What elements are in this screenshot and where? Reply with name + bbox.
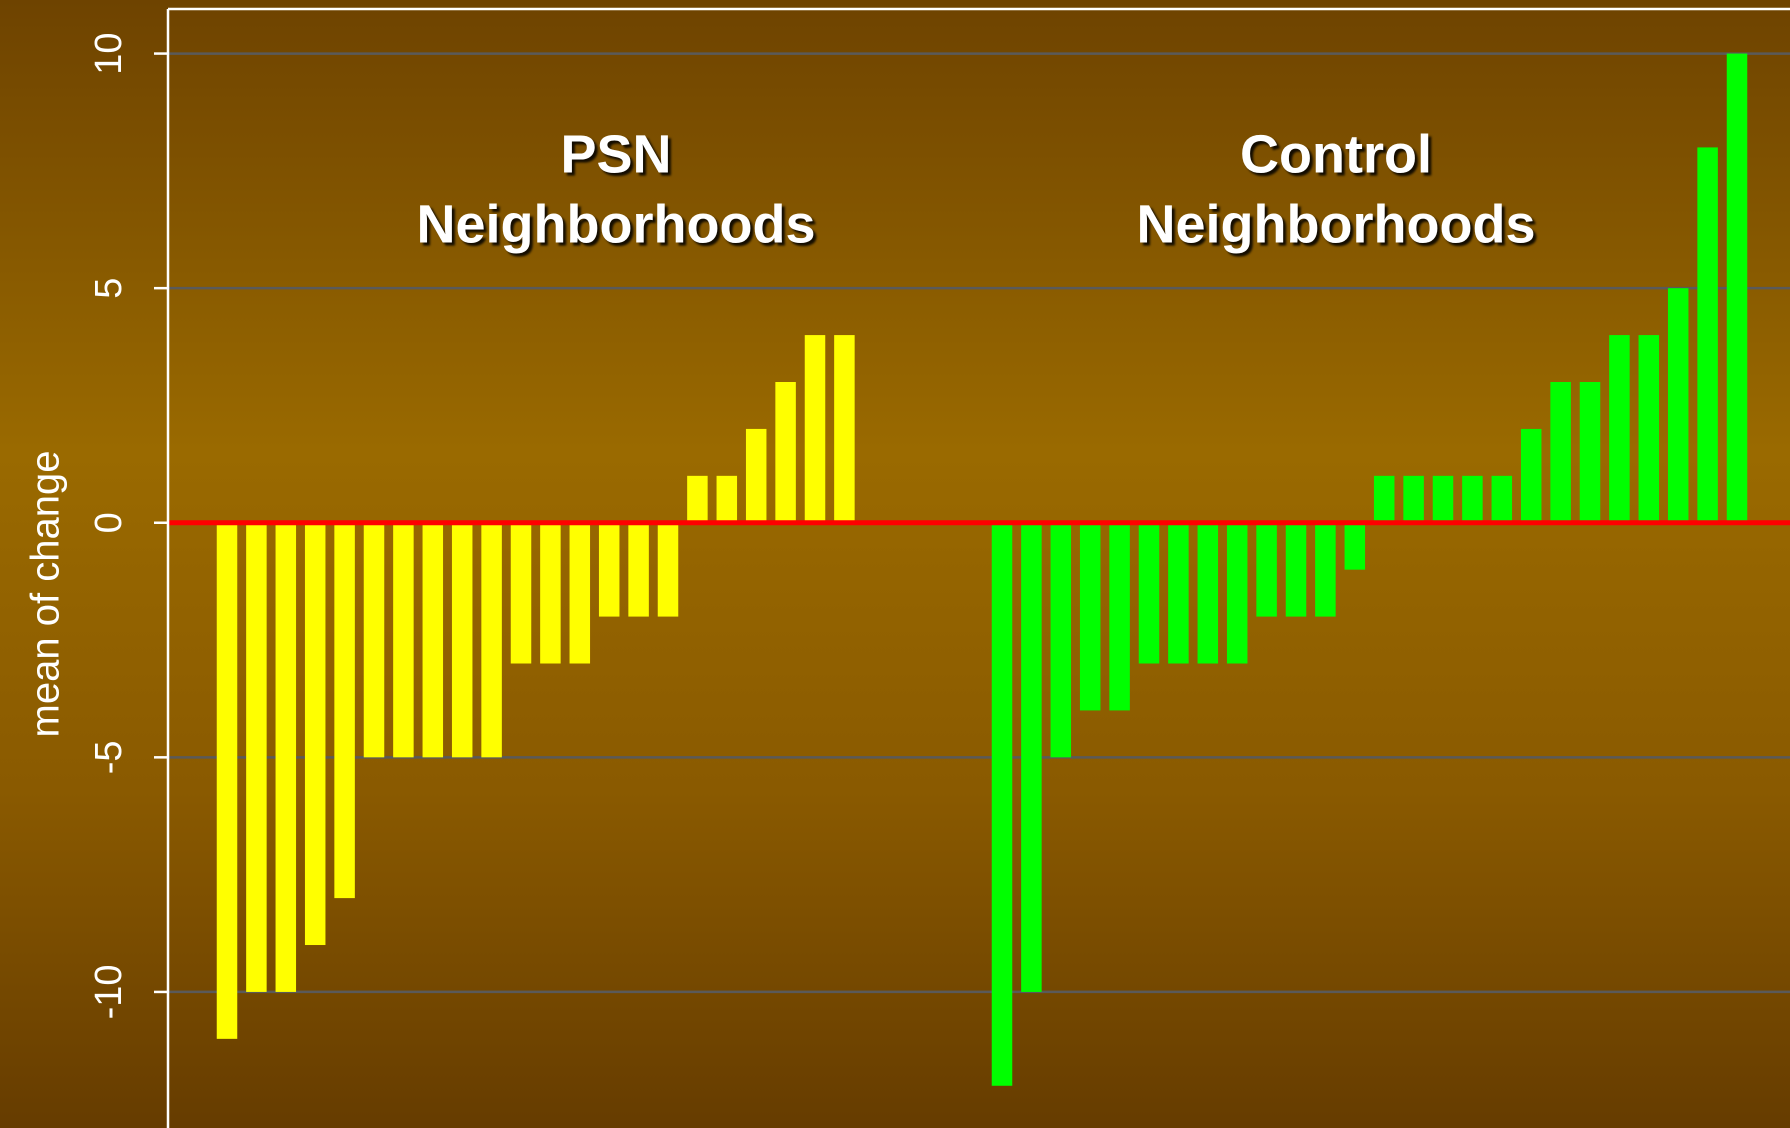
bar	[1432, 475, 1454, 523]
bar	[1050, 522, 1072, 758]
bar	[628, 522, 649, 617]
bar	[745, 428, 767, 523]
annotation: Neighborhoods	[417, 194, 816, 254]
annotation: Neighborhoods	[1137, 194, 1536, 254]
bar	[1726, 53, 1748, 523]
y-axis-label: mean of change	[24, 451, 68, 738]
bar	[363, 522, 385, 758]
bar	[687, 475, 708, 523]
bar	[569, 522, 591, 664]
labels: -10 -5 0 5 10 PSN Neighborhoods Control Neighbor…	[88, 32, 1535, 1019]
bar	[834, 335, 855, 523]
bar	[1579, 382, 1601, 523]
bar	[540, 522, 561, 664]
bar	[1315, 522, 1336, 617]
bar	[1138, 522, 1160, 664]
bar	[304, 522, 326, 946]
bar	[393, 522, 414, 758]
bar	[1462, 475, 1483, 523]
bar	[1197, 522, 1219, 664]
bar	[1550, 382, 1571, 523]
bar	[1168, 522, 1189, 664]
bar	[775, 382, 796, 523]
y-tick-label: 5	[88, 278, 130, 299]
bar	[422, 522, 444, 758]
bar	[1403, 475, 1424, 523]
bar	[510, 522, 532, 664]
bar	[1373, 475, 1395, 523]
bar	[598, 522, 620, 617]
bar	[246, 522, 267, 992]
y-tick-label: -10	[88, 964, 130, 1019]
bar	[1021, 522, 1042, 992]
y-tick-label: 10	[88, 32, 130, 74]
bar	[1256, 522, 1277, 617]
bar	[334, 522, 355, 899]
bar	[1109, 522, 1130, 711]
bar	[1520, 428, 1542, 523]
bar	[1491, 475, 1513, 523]
bar	[716, 475, 738, 523]
bar	[275, 522, 297, 992]
bar	[216, 522, 238, 1039]
bar	[451, 522, 473, 758]
bar	[804, 335, 826, 523]
y-tick-label: -5	[88, 740, 130, 774]
bar	[481, 522, 502, 758]
bar	[991, 522, 1013, 1086]
bar	[1667, 288, 1689, 523]
bar	[657, 522, 679, 617]
bars	[168, 53, 1790, 1086]
bar	[1226, 522, 1248, 664]
annotation: Control	[1240, 124, 1432, 184]
bar	[1609, 335, 1630, 523]
bar	[1079, 522, 1101, 711]
annotation: PSN	[560, 124, 671, 184]
bar	[1285, 522, 1307, 617]
y-tick-label: 0	[88, 512, 130, 533]
bar	[1638, 335, 1660, 523]
bar	[1697, 147, 1718, 523]
bar	[1344, 522, 1366, 570]
